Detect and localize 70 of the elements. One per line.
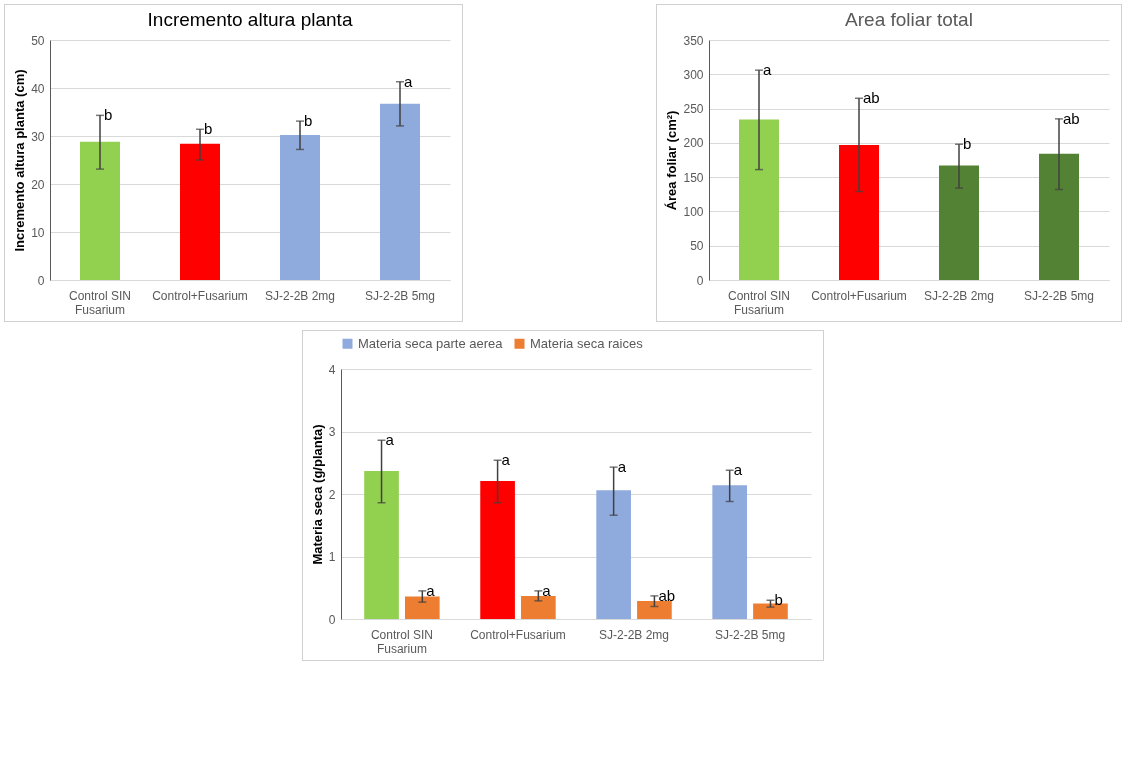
bar [380, 103, 420, 280]
y-tick-label: 50 [690, 239, 704, 254]
x-tick-label: SJ-2-2B 5mg [364, 288, 436, 303]
y-tick-label: 200 [683, 136, 704, 151]
bar [712, 485, 748, 619]
y-tick-label: 10 [31, 225, 45, 240]
annotation: a [501, 451, 511, 469]
bar [596, 490, 631, 619]
y-tick-label: 50 [31, 33, 45, 48]
bar [80, 141, 120, 280]
chart-title: Area foliar total [845, 9, 973, 30]
y-axis-title: Incremento altura planta (cm) [12, 69, 28, 252]
y-tick-label: 3 [328, 425, 336, 439]
bar [839, 144, 879, 280]
x-tick-label: Control+Fusarium [811, 288, 907, 303]
bar [280, 135, 320, 280]
y-tick-label: 300 [683, 67, 704, 82]
legend-label: Materia seca parte aerea [358, 335, 504, 351]
y-tick-label: 20 [31, 177, 45, 192]
bar [939, 165, 979, 280]
annotation: a [763, 61, 772, 79]
bar [480, 480, 515, 619]
x-tick-label: Control+Fusarium [470, 627, 566, 642]
y-tick-label: 30 [31, 129, 45, 144]
x-tick-label: SJ-2-2B 5mg [715, 627, 786, 642]
x-tick-label: Control SIN Fusarium [727, 288, 791, 317]
y-tick-label: 250 [683, 102, 704, 117]
annotation: ab [658, 586, 676, 604]
x-tick-label: SJ-2-2B 2mg [599, 627, 670, 642]
x-tick-label: Control+Fusarium [152, 288, 248, 303]
annotation: ab [863, 89, 880, 107]
annotation: a [426, 581, 436, 599]
y-tick-label: 2 [328, 487, 336, 502]
bar [364, 470, 399, 619]
annotation: a [404, 72, 413, 90]
chart-title: Incremento altura planta [147, 9, 353, 30]
annotation: b [304, 112, 313, 130]
annotation: b [774, 591, 783, 609]
annotation: a [385, 431, 395, 449]
y-tick-label: 4 [328, 362, 336, 377]
legend-label: Materia seca raices [530, 335, 644, 351]
y-tick-label: 0 [328, 612, 336, 627]
x-tick-label: SJ-2-2B 2mg [264, 288, 336, 303]
bar [637, 600, 672, 619]
y-tick-label: 1 [328, 550, 336, 564]
x-tick-label: SJ-2-2B 5mg [1023, 288, 1095, 303]
annotation: a [617, 458, 627, 476]
y-axis-title: Área foliar (cm²) [664, 110, 680, 211]
bar [180, 143, 220, 280]
y-axis-title: Materia seca (g/planta) [309, 424, 325, 565]
y-tick-label: 0 [696, 273, 704, 288]
y-tick-label: 40 [31, 81, 45, 96]
annotation: b [204, 120, 213, 138]
bar [753, 603, 788, 619]
y-tick-label: 0 [37, 273, 45, 288]
bar [404, 596, 440, 619]
x-tick-label: Control SIN Fusarium [370, 627, 433, 656]
x-tick-label: SJ-2-2B 2mg [923, 288, 995, 303]
annotation: b [104, 106, 113, 124]
annotation: a [542, 581, 552, 599]
annotation: b [963, 135, 972, 153]
bar [521, 595, 556, 619]
x-tick-label: Control SIN Fusarium [68, 288, 132, 317]
y-tick-label: 150 [683, 170, 704, 185]
annotation: ab [1063, 109, 1080, 127]
annotation: a [733, 461, 743, 479]
bar [739, 119, 779, 280]
y-tick-label: 350 [683, 33, 704, 48]
y-tick-label: 100 [683, 204, 704, 219]
bar [1039, 153, 1079, 280]
